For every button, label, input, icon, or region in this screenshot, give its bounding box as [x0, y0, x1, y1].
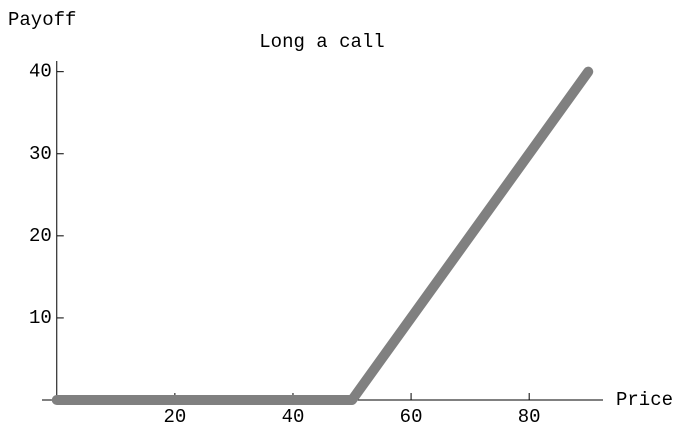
- chart-title: Long a call: [259, 31, 384, 53]
- y-axis-label: Payoff: [8, 9, 76, 31]
- y-tick-label: 20: [29, 225, 52, 247]
- y-tick-label: 10: [29, 307, 52, 329]
- x-tick-label: 60: [400, 406, 423, 428]
- x-tick-label: 20: [163, 406, 186, 428]
- payoff-line: [51, 66, 594, 405]
- x-tick-label: 40: [282, 406, 305, 428]
- y-tick-label: 30: [29, 143, 52, 165]
- x-tick-label: 80: [518, 406, 541, 428]
- x-axis-label: Price: [616, 389, 673, 411]
- y-tick-label: 40: [29, 61, 52, 83]
